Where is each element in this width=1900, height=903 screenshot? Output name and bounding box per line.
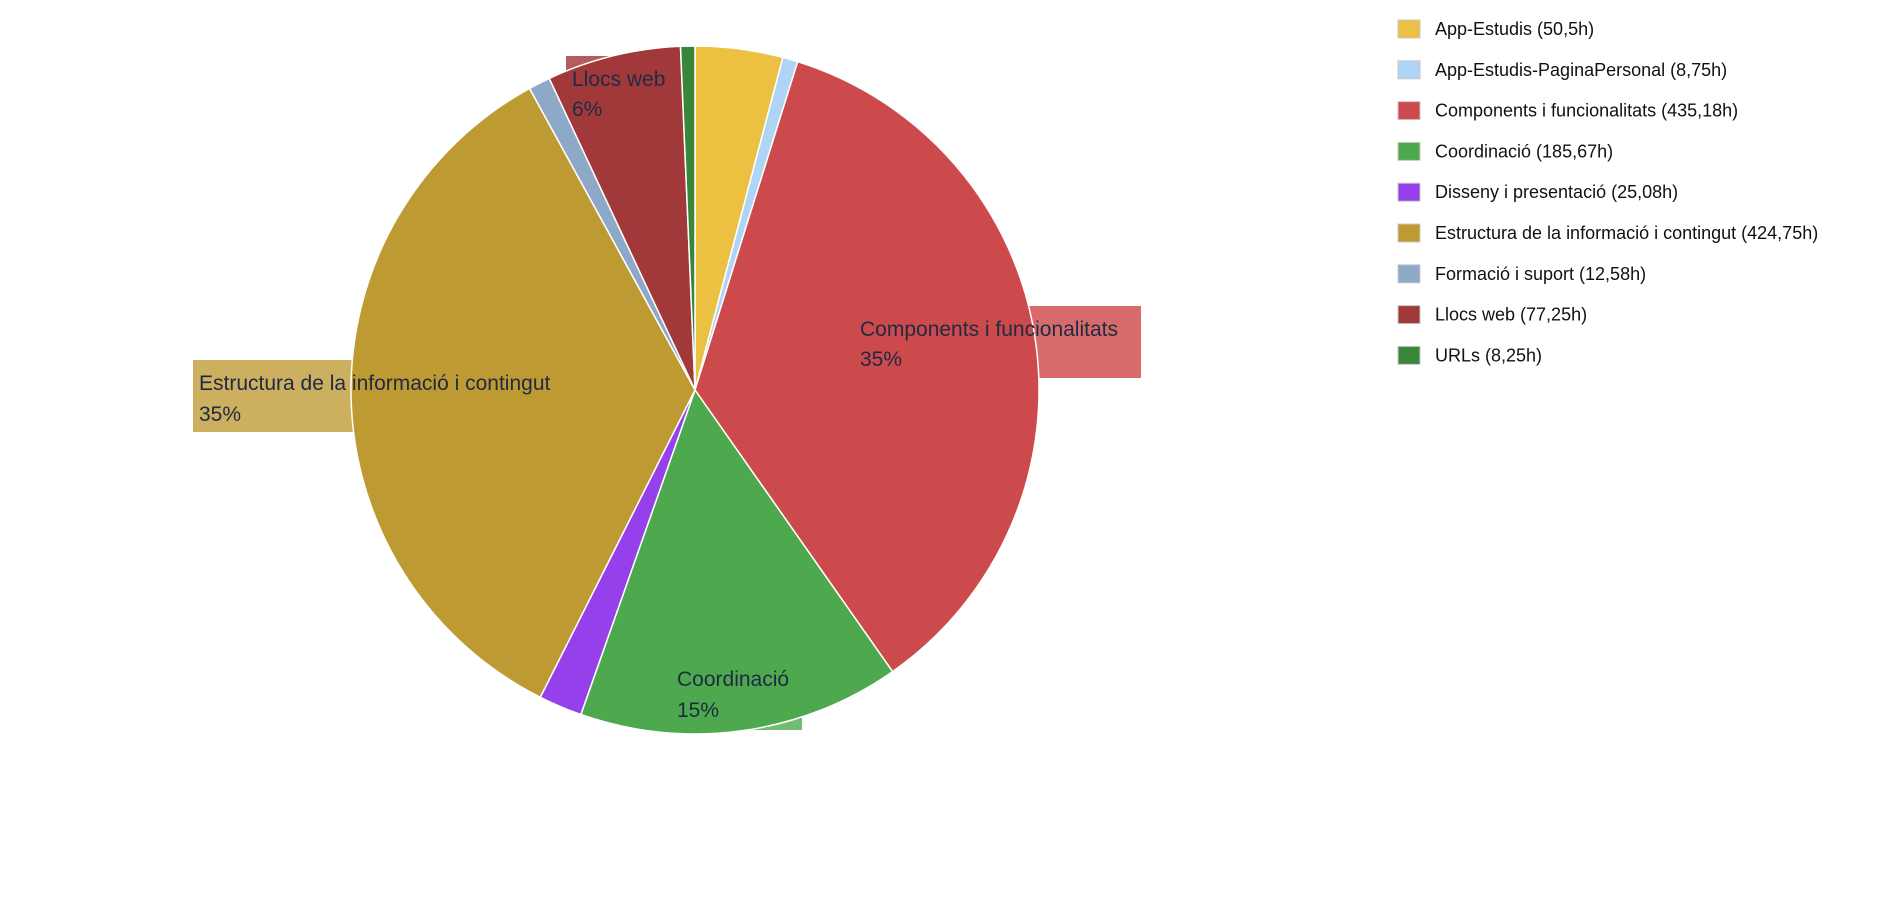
- legend-item-app-estudis[interactable]: App-Estudis (50,5h): [1397, 19, 1594, 39]
- pie-slice-components-i-funcionalitats[interactable]: [694, 60, 1040, 673]
- slice-label-components-i-funcionalitats: Components i funcionalitats: [860, 318, 1118, 341]
- slice-label-background-estructura-de-la-informacio-i-contingut: [193, 360, 355, 432]
- slice-percent-estructura-de-la-informacio-i-contingut: 35%: [199, 403, 241, 426]
- legend-item-urls[interactable]: URLs (8,25h): [1397, 345, 1542, 365]
- legend-label: Disseny i presentació (25,08h): [1435, 182, 1678, 202]
- legend-swatch: [1397, 19, 1421, 39]
- legend-item-components-i-funcionalitats[interactable]: Components i funcionalitats (435,18h): [1397, 101, 1738, 121]
- legend-label: Estructura de la informació i contingut …: [1435, 223, 1818, 243]
- slice-percent-components-i-funcionalitats: 35%: [860, 348, 902, 371]
- legend-swatch: [1397, 345, 1421, 365]
- legend-swatch: [1397, 182, 1421, 202]
- legend-swatch: [1397, 101, 1421, 121]
- legend-swatch: [1397, 141, 1421, 161]
- slice-label-estructura-de-la-informacio-i-contingut: Estructura de la informació i contingut: [199, 372, 551, 395]
- legend-item-estructura-de-la-informacio-i-contingut[interactable]: Estructura de la informació i contingut …: [1397, 223, 1818, 243]
- slice-percent-coordinacio: 15%: [677, 699, 719, 722]
- legend-label: App-Estudis (50,5h): [1435, 19, 1594, 39]
- legend-swatch: [1397, 60, 1421, 80]
- legend-item-formacio-i-suport[interactable]: Formació i suport (12,58h): [1397, 264, 1646, 284]
- slice-percent-llocs-web: 6%: [572, 98, 602, 121]
- legend-label: App-Estudis-PaginaPersonal (8,75h): [1435, 60, 1727, 80]
- pie-labels: Components i funcionalitats 35% Coordinaci…: [199, 68, 1118, 722]
- slice-label-background-components-i-funcionalitats: [1025, 306, 1141, 378]
- legend-label: Llocs web (77,25h): [1435, 305, 1587, 325]
- slice-label-coordinacio: Coordinació: [677, 668, 789, 691]
- pie-slice-llocs-web[interactable]: [548, 45, 696, 391]
- chart-legend: App-Estudis (50,5h) App-Estudis-PaginaPer…: [1397, 19, 1818, 365]
- slice-label-llocs-web: Llocs web: [572, 68, 665, 91]
- legend-item-app-estudis-paginapersonal[interactable]: App-Estudis-PaginaPersonal (8,75h): [1397, 60, 1727, 80]
- legend-swatch: [1397, 223, 1421, 243]
- legend-label: Components i funcionalitats (435,18h): [1435, 101, 1738, 121]
- pie-slice-estructura-de-la-informacio-i-contingut[interactable]: [350, 87, 696, 699]
- pie-slice-urls[interactable]: [679, 45, 696, 391]
- pie-slices: [350, 45, 1040, 735]
- legend-swatch: [1397, 305, 1421, 325]
- legend-item-llocs-web[interactable]: Llocs web (77,25h): [1397, 305, 1587, 325]
- legend-item-coordinacio[interactable]: Coordinació (185,67h): [1397, 141, 1613, 161]
- legend-label: Coordinació (185,67h): [1435, 141, 1613, 161]
- legend-swatch: [1397, 264, 1421, 284]
- legend-label: Formació i suport (12,58h): [1435, 264, 1646, 284]
- pie-slice-coordinacio[interactable]: [579, 388, 894, 735]
- legend-item-disseny-i-presentacio[interactable]: Disseny i presentació (25,08h): [1397, 182, 1678, 202]
- legend-label: URLs (8,25h): [1435, 345, 1542, 365]
